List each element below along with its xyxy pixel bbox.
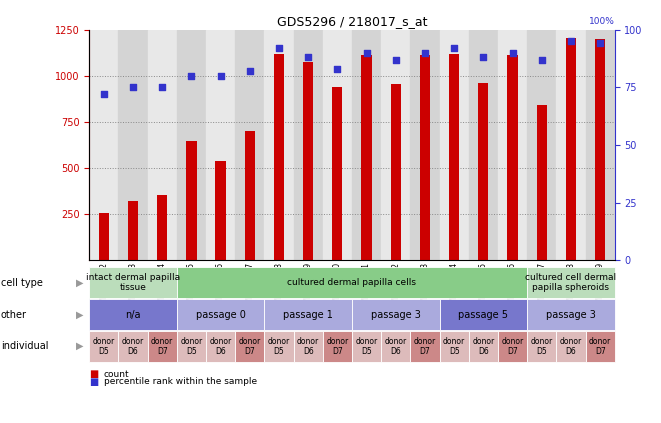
Bar: [537, 105, 547, 260]
Bar: [362, 55, 371, 260]
Bar: [206, 30, 235, 260]
Point: [98, 91, 109, 98]
Bar: [479, 83, 488, 260]
Point: [449, 45, 459, 52]
Bar: [235, 30, 264, 260]
Bar: [215, 161, 225, 260]
Text: ▶: ▶: [75, 341, 83, 351]
Point: [595, 40, 605, 47]
Text: passage 1: passage 1: [284, 310, 333, 319]
Bar: [118, 30, 147, 260]
Point: [128, 84, 138, 91]
Bar: [186, 141, 196, 260]
Bar: [352, 30, 381, 260]
Bar: [177, 30, 206, 260]
Bar: [586, 30, 615, 260]
Point: [303, 54, 313, 60]
Text: donor
D7: donor D7: [414, 337, 436, 356]
Text: ▶: ▶: [75, 278, 83, 288]
Text: ■: ■: [89, 369, 98, 379]
Text: donor
D5: donor D5: [356, 337, 377, 356]
Point: [566, 38, 576, 44]
Text: passage 5: passage 5: [458, 310, 508, 319]
Text: intact dermal papilla
tissue: intact dermal papilla tissue: [86, 273, 180, 292]
Bar: [128, 201, 138, 260]
Bar: [293, 30, 323, 260]
Point: [215, 72, 226, 79]
Text: percentile rank within the sample: percentile rank within the sample: [104, 377, 257, 387]
Bar: [595, 39, 605, 260]
Text: n/a: n/a: [126, 310, 141, 319]
Bar: [440, 30, 469, 260]
Bar: [323, 30, 352, 260]
Bar: [508, 55, 518, 260]
Text: donor
D7: donor D7: [327, 337, 348, 356]
Text: donor
D7: donor D7: [589, 337, 611, 356]
Bar: [245, 131, 255, 260]
Text: cultured cell dermal
papilla spheroids: cultured cell dermal papilla spheroids: [525, 273, 617, 292]
Point: [274, 45, 284, 52]
Bar: [449, 54, 459, 260]
Bar: [303, 62, 313, 260]
Text: donor
D6: donor D6: [210, 337, 232, 356]
Bar: [89, 30, 118, 260]
Point: [537, 56, 547, 63]
Point: [186, 72, 197, 79]
Text: cultured dermal papilla cells: cultured dermal papilla cells: [288, 278, 416, 287]
Bar: [410, 30, 440, 260]
Bar: [420, 55, 430, 260]
Text: individual: individual: [1, 341, 48, 351]
Bar: [264, 30, 293, 260]
Text: ■: ■: [89, 377, 98, 387]
Text: donor
D7: donor D7: [239, 337, 261, 356]
Bar: [147, 30, 177, 260]
Text: donor
D7: donor D7: [502, 337, 524, 356]
Bar: [391, 84, 401, 260]
Text: donor
D5: donor D5: [180, 337, 202, 356]
Text: passage 3: passage 3: [546, 310, 596, 319]
Bar: [498, 30, 527, 260]
Text: donor
D5: donor D5: [93, 337, 115, 356]
Text: donor
D6: donor D6: [122, 337, 144, 356]
Text: ▶: ▶: [75, 310, 83, 319]
Text: donor
D6: donor D6: [560, 337, 582, 356]
Bar: [557, 30, 586, 260]
Point: [332, 66, 342, 72]
Text: donor
D6: donor D6: [385, 337, 407, 356]
Point: [245, 68, 255, 74]
Bar: [381, 30, 410, 260]
Bar: [98, 213, 109, 260]
Text: donor
D5: donor D5: [531, 337, 553, 356]
Point: [157, 84, 167, 91]
Text: donor
D6: donor D6: [297, 337, 319, 356]
Bar: [469, 30, 498, 260]
Bar: [566, 38, 576, 260]
Text: other: other: [1, 310, 26, 319]
Bar: [332, 87, 342, 260]
Bar: [274, 54, 284, 260]
Text: passage 0: passage 0: [196, 310, 245, 319]
Title: GDS5296 / 218017_s_at: GDS5296 / 218017_s_at: [277, 16, 427, 28]
Text: 100%: 100%: [589, 17, 615, 26]
Text: passage 3: passage 3: [371, 310, 420, 319]
Text: donor
D6: donor D6: [472, 337, 494, 356]
Text: cell type: cell type: [1, 278, 42, 288]
Point: [420, 49, 430, 56]
Point: [391, 56, 401, 63]
Text: donor
D7: donor D7: [151, 337, 173, 356]
Point: [478, 54, 488, 60]
Point: [362, 49, 372, 56]
Point: [507, 49, 518, 56]
Text: count: count: [104, 370, 130, 379]
Bar: [157, 195, 167, 260]
Text: donor
D5: donor D5: [443, 337, 465, 356]
Text: donor
D5: donor D5: [268, 337, 290, 356]
Bar: [527, 30, 557, 260]
